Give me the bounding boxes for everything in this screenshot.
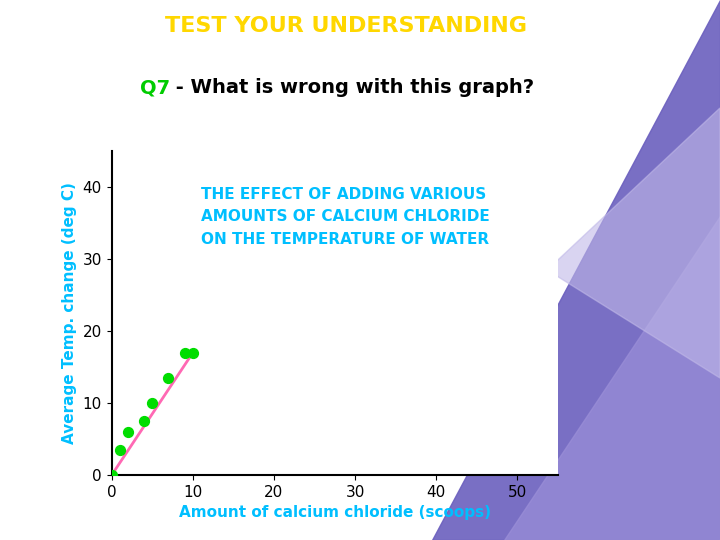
Text: Q7: Q7 (140, 78, 171, 97)
Point (114, 446, 125, 454)
Point (138, 417, 150, 426)
Polygon shape (504, 216, 720, 540)
Text: TEST YOUR UNDERSTANDING: TEST YOUR UNDERSTANDING (165, 16, 526, 36)
Point (146, 399, 158, 408)
Polygon shape (432, 0, 720, 540)
Point (122, 428, 134, 436)
Text: - What is wrong with this graph?: - What is wrong with this graph? (169, 78, 534, 97)
Text: THE EFFECT OF ADDING VARIOUS
AMOUNTS OF CALCIUM CHLORIDE
ON THE TEMPERATURE OF W: THE EFFECT OF ADDING VARIOUS AMOUNTS OF … (201, 187, 490, 247)
Point (106, 471, 117, 480)
X-axis label: Amount of calcium chloride (scoops): Amount of calcium chloride (scoops) (179, 505, 491, 521)
Point (179, 348, 190, 357)
Polygon shape (547, 108, 720, 378)
Point (163, 374, 174, 382)
Point (187, 348, 199, 357)
Y-axis label: Average Temp. change (deg C): Average Temp. change (deg C) (62, 183, 77, 444)
